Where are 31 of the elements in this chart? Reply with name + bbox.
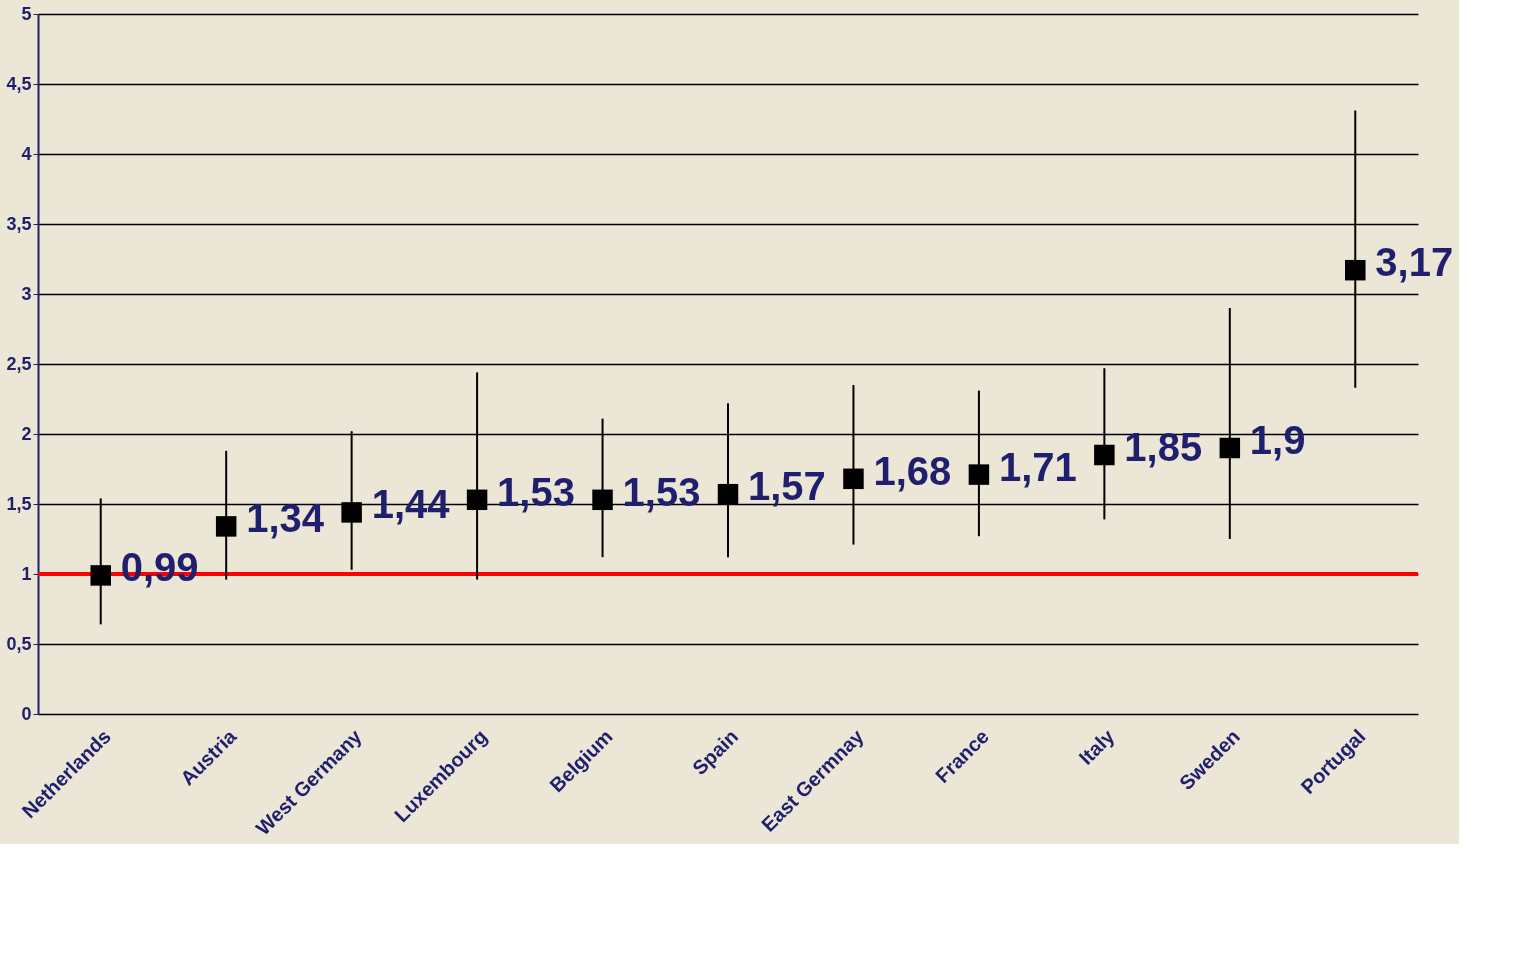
y-tick-label: 3 [21,283,32,304]
y-tick-label: 1 [21,563,32,584]
point [341,502,362,523]
data-label: 1,34 [246,496,325,541]
y-tick-label: 1,5 [6,493,32,514]
data-label: 1,85 [1124,425,1203,469]
y-tick-label: 2 [21,423,32,444]
point [717,483,739,505]
data-label: 1,53 [622,469,701,514]
data-label: 1,68 [873,448,952,493]
point [215,516,237,537]
point [968,464,990,485]
point [1094,444,1115,466]
y-tick-label: 3,5 [6,213,32,234]
point [592,489,613,511]
y-tick-label: 5 [21,3,32,24]
point [1219,437,1241,459]
data-label: 1,57 [748,464,826,509]
y-tick-label: 4 [21,143,32,164]
point [90,565,111,586]
data-label: 1,71 [998,444,1077,489]
point [466,489,488,511]
y-tick-label: 2,5 [6,353,32,374]
data-label: 3,17 [1375,240,1454,285]
y-tick-label: 0 [21,703,32,724]
point [1345,259,1366,281]
data-label: 1,53 [497,469,575,514]
point [843,468,864,490]
y-tick-label: 4,5 [6,73,32,94]
x-tick-label: Italy [1074,724,1120,769]
y-tick-label: 0,5 [6,633,32,654]
